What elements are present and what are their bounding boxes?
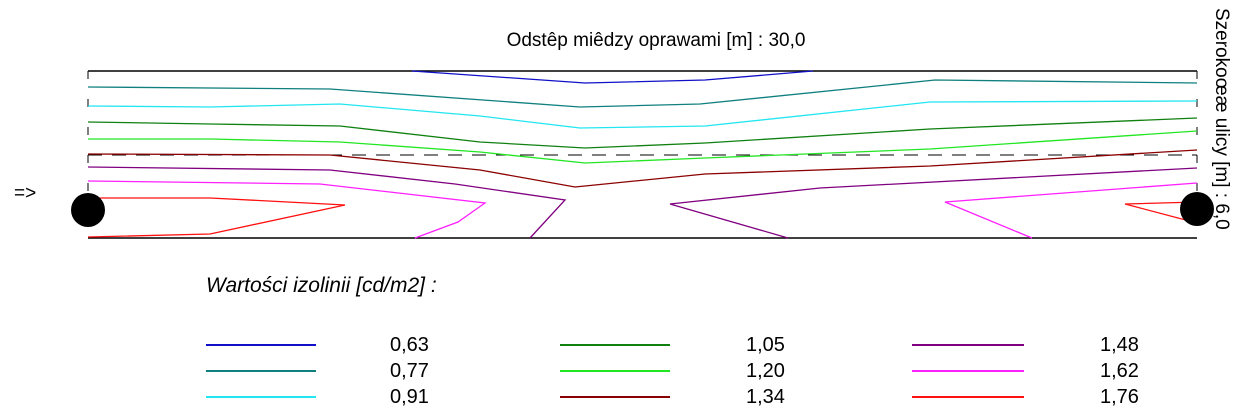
legend-value: 1,76 — [1100, 386, 1139, 408]
legend-value: 0,91 — [390, 386, 429, 408]
luminaire-right-marker — [1180, 192, 1214, 226]
isoline-1-34 — [87, 149, 1198, 188]
legend-swatch — [912, 344, 1024, 346]
legend-value: 0,63 — [390, 334, 429, 356]
legend-value: 0,77 — [390, 360, 429, 382]
isoline-1-76-right — [1124, 201, 1198, 224]
legend-value: 1,20 — [746, 360, 785, 382]
road-outline — [87, 70, 1198, 239]
direction-arrow: => — [14, 183, 37, 204]
isoline-0-63 — [411, 70, 814, 84]
isoline-1-62-left — [87, 180, 487, 239]
plot-title: Odstêp miêdzy oprawami [m] : 30,0 — [506, 30, 806, 51]
isoline-1-05 — [87, 117, 1198, 149]
legend-title: Wartości izolinii [cd/m2] : — [206, 274, 437, 297]
isoline-0-91 — [87, 100, 1198, 129]
legend-swatch — [560, 344, 670, 346]
legend-value: 1,62 — [1100, 360, 1139, 382]
legend-swatch — [912, 370, 1024, 372]
isoline-1-48-right — [669, 167, 1198, 239]
isoline-1-76-left — [87, 197, 346, 238]
isoline-0-77 — [87, 79, 1198, 108]
legend-swatch — [560, 370, 670, 372]
isoline-1-20 — [88, 130, 1198, 164]
legend-swatch — [206, 396, 316, 398]
legend-value: 1,34 — [746, 386, 785, 408]
isoline-1-62-right — [944, 182, 1198, 239]
legend-swatch — [560, 396, 670, 398]
legend-value: 1,05 — [746, 334, 785, 356]
legend-swatch — [912, 396, 1024, 398]
isoline-1-48-left — [87, 166, 567, 239]
luminaire-left-marker — [71, 193, 105, 227]
legend-swatch — [206, 370, 316, 372]
legend-swatch — [206, 344, 316, 346]
legend-value: 1,48 — [1100, 334, 1139, 356]
